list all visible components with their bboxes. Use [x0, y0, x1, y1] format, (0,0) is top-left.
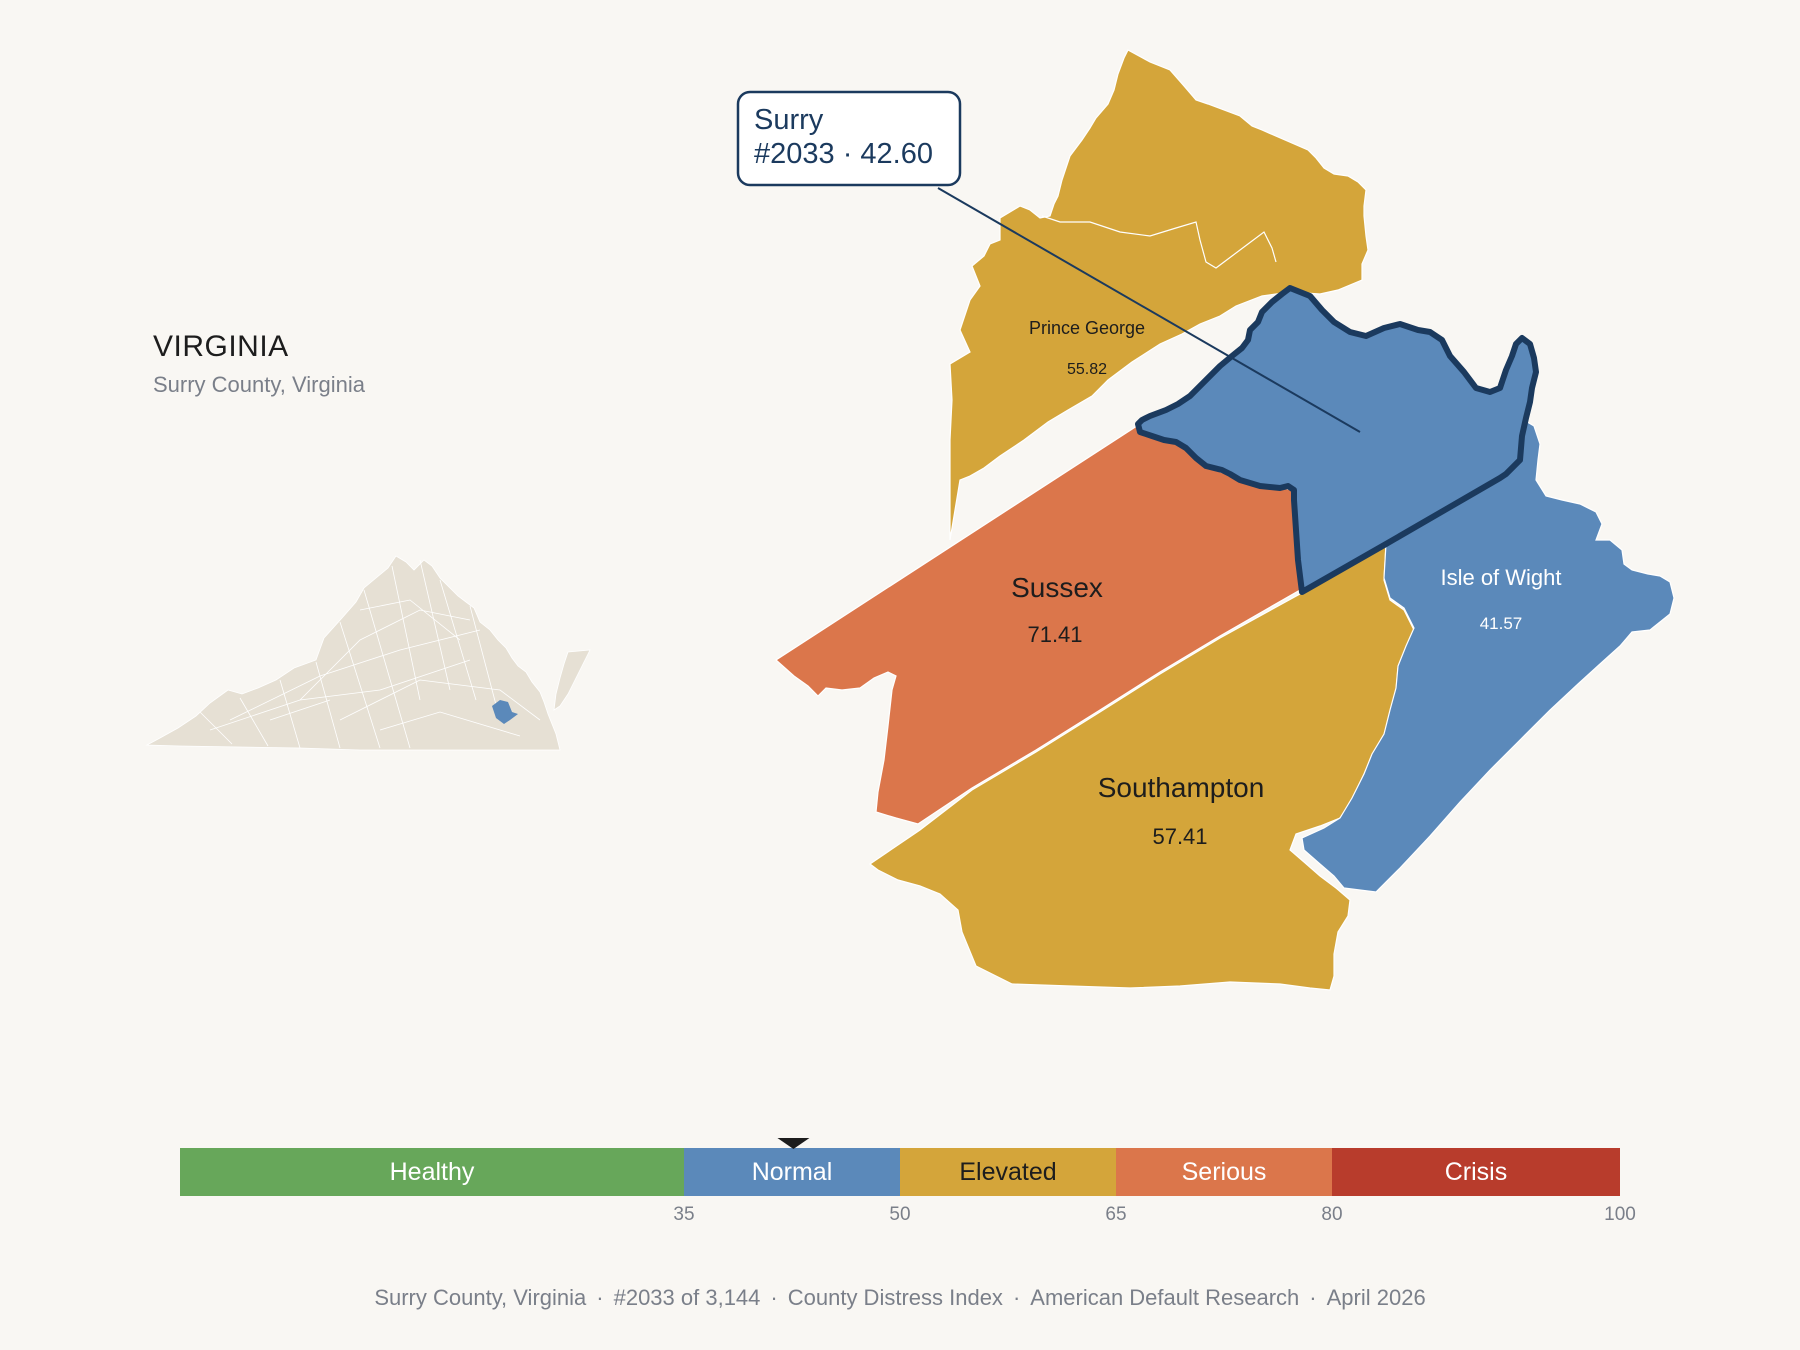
eastern-shore-shape — [553, 649, 591, 711]
county-isle-of-wight[interactable] — [1301, 419, 1675, 893]
county-prince-george[interactable] — [949, 49, 1369, 541]
county-surry[interactable] — [1135, 285, 1539, 595]
county-value-isle-of-wight: 41.57 — [1480, 614, 1523, 633]
virginia-county-lines — [199, 559, 541, 749]
legend-band-label-normal: Normal — [752, 1158, 833, 1186]
footer-index: County Distress Index — [787, 1285, 1003, 1310]
callout-county-name: Surry — [754, 104, 824, 136]
county-label-southampton: Southampton — [1098, 772, 1265, 803]
surry-locator-highlight — [492, 700, 518, 724]
county-value-sussex: 71.41 — [1027, 622, 1082, 647]
legend-band-label-elevated: Elevated — [959, 1158, 1056, 1186]
legend-band-label-crisis: Crisis — [1445, 1158, 1508, 1186]
footer-date: April 2026 — [1326, 1285, 1426, 1310]
county-label-isle-of-wight: Isle of Wight — [1440, 565, 1561, 590]
callout-rank-score: #2033 · 42.60 — [754, 138, 933, 170]
callout-box[interactable] — [736, 90, 962, 187]
county-value-southampton: 57.41 — [1152, 824, 1207, 849]
legend-band-label-healthy: Healthy — [390, 1158, 475, 1186]
footer: Surry County, Virginia · #2033 of 3,144 · Co… — [374, 1285, 1426, 1310]
distress-scale-legend: Healthy Normal Elevated Serious Crisis 35 50 65… — [180, 1138, 1636, 1225]
legend-band-serious — [1116, 1148, 1332, 1196]
footer-source: American Default Research — [1030, 1285, 1300, 1310]
legend-band-elevated — [900, 1148, 1116, 1196]
footer-rank: #2033 of 3,144 — [613, 1285, 761, 1310]
legend-tick-50: 50 — [889, 1204, 910, 1225]
legend-tick-100: 100 — [1604, 1204, 1636, 1225]
legend-band-crisis — [1332, 1148, 1620, 1196]
county-value-prince-george: 55.82 — [1067, 361, 1107, 378]
state-subtitle: Surry County, Virginia — [153, 372, 365, 397]
footer-county: Surry County, Virginia — [374, 1285, 587, 1310]
legend-tick-35: 35 — [673, 1204, 694, 1225]
county-label-prince-george: Prince George — [1029, 318, 1145, 338]
virginia-state-shape — [145, 555, 561, 751]
county-label-sussex: Sussex — [1011, 572, 1103, 603]
legend-band-healthy — [180, 1148, 684, 1196]
river-line — [1041, 215, 1277, 269]
legend-tick-65: 65 — [1105, 1204, 1126, 1225]
legend-tick-80: 80 — [1321, 1204, 1342, 1225]
virginia-locator-map — [145, 555, 591, 751]
legend-marker — [777, 1138, 810, 1149]
callout-leader-line — [937, 187, 1361, 433]
legend-band-label-serious: Serious — [1182, 1158, 1267, 1186]
legend-band-normal — [684, 1148, 900, 1196]
state-title: VIRGINIA — [153, 330, 289, 363]
